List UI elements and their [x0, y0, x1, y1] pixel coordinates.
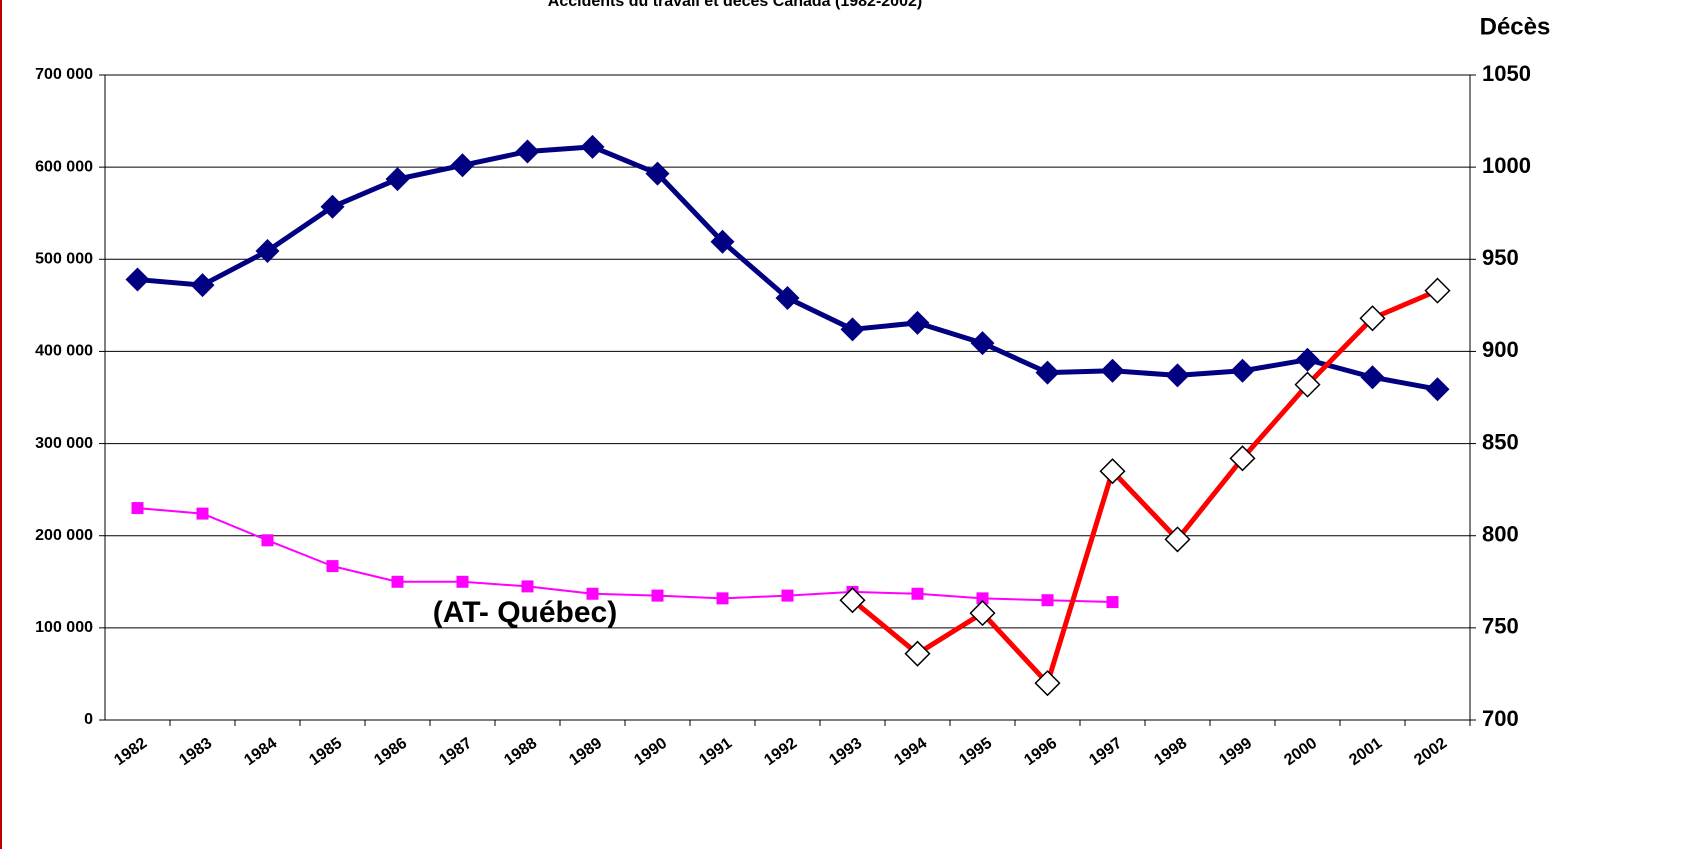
y2-tick-label: 950	[1482, 245, 1519, 270]
marker	[1424, 277, 1451, 304]
marker	[716, 592, 729, 605]
x-tick-label: 1999	[1216, 735, 1255, 769]
x-tick-label: 1990	[631, 735, 670, 769]
y2-tick-label: 1050	[1482, 61, 1531, 86]
marker	[1229, 445, 1256, 472]
marker	[775, 285, 800, 310]
marker	[976, 592, 989, 605]
y-tick-label: 400 000	[35, 343, 93, 360]
marker	[1035, 360, 1060, 385]
marker	[326, 560, 339, 573]
y-tick-label: 500 000	[35, 251, 93, 268]
marker	[450, 153, 475, 178]
x-tick-label: 1993	[826, 735, 865, 769]
marker	[131, 502, 144, 515]
y-tick-label: 300 000	[35, 435, 93, 452]
marker	[1100, 358, 1125, 383]
marker	[905, 310, 930, 335]
marker	[651, 589, 664, 602]
y2-tick-label: 700	[1482, 706, 1519, 731]
marker	[320, 194, 345, 219]
marker	[1295, 347, 1320, 372]
marker	[970, 331, 995, 356]
series-line	[137, 144, 1438, 392]
marker	[196, 507, 209, 520]
marker	[1099, 458, 1126, 485]
marker	[904, 640, 931, 667]
marker	[580, 134, 605, 159]
chart-title: Accidents du travail et décès Canada (19…	[548, 0, 922, 10]
y-tick-label: 200 000	[35, 527, 93, 544]
y2-tick-label: 850	[1482, 429, 1519, 454]
y2-tick-label: 750	[1482, 614, 1519, 639]
x-tick-label: 1982	[111, 735, 150, 769]
marker	[1106, 596, 1119, 609]
marker	[1034, 670, 1061, 697]
marker	[391, 575, 404, 588]
marker	[969, 600, 996, 627]
marker	[645, 161, 670, 186]
x-tick-label: 2001	[1346, 735, 1385, 769]
x-tick-label: 1991	[696, 735, 735, 769]
marker	[255, 238, 280, 263]
marker	[456, 575, 469, 588]
y2-tick-label: 800	[1482, 522, 1519, 547]
y-tick-label: 700 000	[35, 66, 93, 83]
x-tick-label: 1986	[371, 735, 410, 769]
marker	[781, 589, 794, 602]
x-tick-label: 1996	[1021, 735, 1060, 769]
y-tick-label: 600 000	[35, 158, 93, 175]
marker	[586, 587, 599, 600]
x-tick-label: 1989	[566, 735, 605, 769]
y-tick-label: 0	[84, 711, 93, 728]
x-tick-label: 1992	[761, 735, 800, 769]
marker	[1165, 363, 1190, 388]
marker	[515, 139, 540, 164]
x-tick-label: 1984	[241, 735, 280, 769]
marker	[710, 229, 735, 254]
x-tick-label: 2002	[1411, 735, 1450, 769]
x-tick-label: 1998	[1151, 735, 1190, 769]
marker	[521, 580, 534, 593]
marker	[1294, 371, 1321, 398]
x-tick-label: 1988	[501, 735, 540, 769]
marker	[385, 167, 410, 192]
marker	[1425, 377, 1450, 402]
y-tick-label: 100 000	[35, 619, 93, 636]
marker	[1230, 358, 1255, 383]
x-tick-label: 1985	[306, 735, 345, 769]
marker	[125, 267, 150, 292]
marker	[911, 587, 924, 600]
marker	[1164, 526, 1191, 553]
x-tick-label: 1994	[891, 735, 930, 769]
annotation: (AT- Québec)	[433, 596, 617, 629]
x-tick-label: 1983	[176, 735, 215, 769]
marker	[839, 587, 866, 614]
marker	[840, 317, 865, 342]
y2-tick-label: 900	[1482, 337, 1519, 362]
x-tick-label: 1987	[436, 735, 475, 769]
x-tick-label: 2000	[1281, 735, 1320, 769]
marker	[261, 534, 274, 547]
series-line	[137, 507, 1113, 604]
marker	[190, 273, 215, 298]
series-line	[850, 288, 1439, 686]
x-tick-label: 1995	[956, 735, 995, 769]
x-tick-label: 1997	[1086, 735, 1125, 769]
marker	[1359, 305, 1386, 332]
marker	[1360, 365, 1385, 390]
y2-axis-label: Décès	[1480, 13, 1551, 40]
marker	[1041, 594, 1054, 607]
y2-tick-label: 1000	[1482, 153, 1531, 178]
